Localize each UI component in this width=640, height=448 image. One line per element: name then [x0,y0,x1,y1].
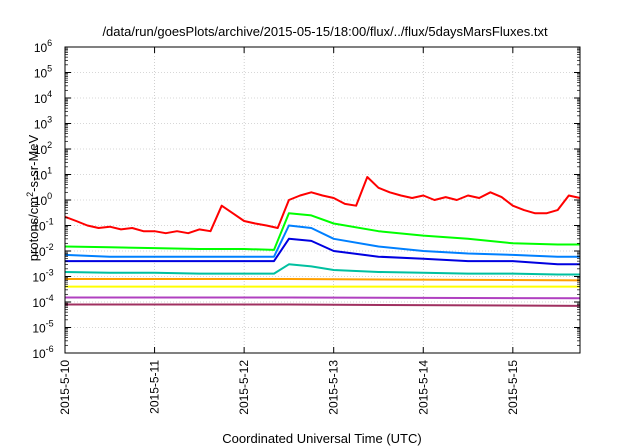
x-tick-label: 2015-5-10 [58,360,72,415]
series-line-5 [64,263,580,276]
y-tick-label: 105 [34,64,52,81]
series-line-6 [65,278,581,282]
y-tick-label: 101 [34,166,52,183]
y-tick-label: 10-2 [32,242,53,259]
x-tick-label: 2015-5-13 [327,360,341,415]
x-tick-label: 2015-5-12 [237,360,251,415]
series-line-8 [65,296,581,300]
series-line-9 [65,303,581,307]
y-tick-label: 102 [34,140,52,157]
x-axis-label: Coordinated Universal Time (UTC) [222,431,421,446]
y-axis-label-exponent: 2 [25,192,35,197]
y-axis-label-unit: protons/cm [26,197,41,261]
x-axis-ticks: 2015-5-10 2015-5-11 2015-5-12 2015-5-13 2015… [58,47,520,415]
y-axis-label-rest: -s-sr-MeV [26,134,41,191]
x-tick-label: 2015-5-11 [148,360,162,414]
series-line-2 [64,212,580,251]
x-tick-label: 2015-5-15 [506,360,520,415]
y-tick-label: 10-3 [32,268,53,285]
y-tick-label: 10-4 [32,293,53,310]
series-line-1 [64,176,581,235]
y-axis-label: protons/cm2-s-sr-MeV [25,134,41,261]
y-tick-label: 106 [34,38,52,55]
series-group [64,176,581,307]
chart-title: /data/run/goesPlots/archive/2015-05-15/1… [102,24,548,39]
y-tick-label: 10-5 [32,319,53,336]
series-line-4 [65,237,580,266]
y-tick-label: 10-6 [32,344,53,361]
series-line-3 [64,224,580,258]
plot-frame [64,46,581,354]
y-tick-label: 104 [34,89,52,106]
x-tick-label: 2015-5-14 [416,360,430,415]
y-axis-ticks: 10-6 10-5 10-4 10-3 10-2 10-1 100 101 102 103 104 1… [32,38,580,361]
y-tick-label: 103 [34,115,52,132]
y-tick-label: 100 [34,191,52,208]
grid [65,47,580,353]
y-tick-label: 10-1 [32,217,53,234]
